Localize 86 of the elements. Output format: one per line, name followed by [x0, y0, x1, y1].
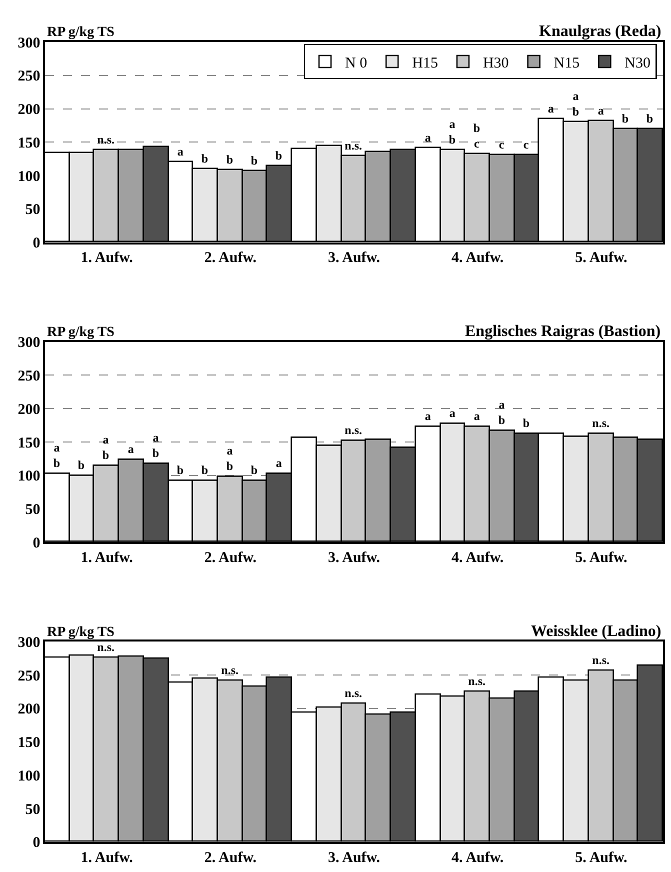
- x-tick-label: 5. Aufw.: [575, 550, 628, 566]
- y-tick-label: 0: [32, 236, 40, 252]
- data-label: a: [276, 456, 282, 470]
- data-label: a: [424, 130, 431, 144]
- data-label: b: [646, 111, 654, 126]
- y-tick-label: 50: [25, 502, 40, 518]
- data-label: a: [598, 103, 604, 118]
- x-tick-label: 2. Aufw.: [204, 250, 257, 266]
- data-label: a b: [498, 398, 506, 428]
- data-label: n.s.: [97, 132, 115, 146]
- data-label: n.s.: [468, 674, 486, 688]
- legend-label: N 0: [345, 55, 368, 72]
- x-tick-label: 3. Aufw.: [328, 250, 380, 266]
- y-tick-label: 0: [32, 535, 40, 552]
- x-tick-label: 4. Aufw.: [452, 850, 504, 866]
- y-tick-label: 250: [18, 68, 40, 85]
- y-axis-title: RP g/kg TS: [47, 325, 115, 340]
- y-tick-label: 150: [18, 735, 40, 752]
- data-label: n.s.: [592, 416, 610, 430]
- y-axis-title: RP g/kg TS: [47, 25, 115, 40]
- x-tick-label: 3. Aufw.: [328, 550, 380, 566]
- x-tick-label: 4. Aufw.: [452, 550, 504, 566]
- x-tick-label: 2. Aufw.: [204, 550, 257, 566]
- data-label: a: [177, 144, 184, 158]
- data-label: n.s.: [344, 423, 362, 438]
- data-label: b: [622, 111, 629, 126]
- y-tick-label: 0: [32, 835, 40, 852]
- y-tick-label: 50: [25, 802, 40, 818]
- data-label: c: [498, 137, 505, 152]
- legend-label: H30: [482, 55, 509, 72]
- y-tick-label: 300: [18, 335, 40, 352]
- chart-title: Weissklee (Ladino): [531, 623, 662, 640]
- x-tick-label: 1. Aufw.: [80, 550, 134, 566]
- data-label: a b: [448, 116, 456, 146]
- y-tick-label: 100: [18, 768, 40, 784]
- y-tick-label: 300: [18, 634, 40, 651]
- y-tick-label: 150: [18, 435, 40, 452]
- data-label: b: [250, 153, 258, 168]
- y-tick-label: 100: [18, 168, 40, 185]
- y-tick-label: 50: [25, 202, 40, 218]
- data-label: n.s.: [97, 640, 115, 654]
- data-label: b c: [473, 120, 480, 150]
- y-tick-label: 100: [18, 468, 40, 485]
- legend-label: H15: [412, 55, 438, 72]
- data-label: b: [226, 152, 234, 166]
- legend-label: N15: [554, 55, 580, 72]
- legend-label: N30: [624, 55, 650, 72]
- data-label: n.s.: [221, 663, 239, 678]
- y-tick-label: 250: [18, 368, 40, 384]
- x-tick-label: 5. Aufw.: [575, 250, 628, 266]
- x-tick-label: 1. Aufw.: [80, 850, 134, 866]
- y-tick-label: 300: [18, 35, 40, 52]
- data-label: b: [275, 148, 282, 162]
- y-tick-label: 200: [18, 702, 40, 718]
- data-label: a b: [572, 88, 580, 118]
- data-label: a: [548, 101, 554, 116]
- x-tick-label: 5. Aufw.: [575, 850, 628, 866]
- y-tick-label: 200: [18, 102, 40, 118]
- data-label: b: [250, 463, 258, 478]
- y-axis-title: RP g/kg TS: [47, 625, 115, 640]
- data-label: a: [474, 409, 480, 424]
- data-label: a b: [53, 440, 60, 470]
- data-label: a: [424, 409, 431, 424]
- data-label: b: [176, 463, 184, 478]
- y-tick-label: 250: [18, 668, 40, 684]
- x-tick-label: 3. Aufw.: [328, 850, 380, 866]
- data-label: a: [449, 406, 456, 420]
- data-label: n.s.: [592, 653, 610, 668]
- data-label: a b: [102, 432, 110, 462]
- data-label: b: [78, 458, 85, 472]
- data-label: a b: [226, 444, 234, 474]
- x-tick-label: 4. Aufw.: [452, 250, 504, 266]
- chart-title: Englisches Raigras (Bastion): [465, 323, 661, 340]
- chart-title: Knaulgras (Reda): [539, 23, 662, 40]
- data-label: c: [523, 137, 530, 152]
- y-tick-label: 150: [18, 135, 40, 152]
- data-label: b: [201, 463, 208, 478]
- data-label: b: [201, 151, 208, 166]
- data-label: n.s.: [344, 686, 362, 700]
- x-tick-label: 2. Aufw.: [204, 850, 257, 866]
- data-label: b: [522, 416, 530, 430]
- data-label: n.s.: [344, 138, 362, 152]
- x-tick-label: 1. Aufw.: [80, 250, 134, 266]
- y-tick-label: 200: [18, 402, 40, 418]
- data-label: a b: [152, 430, 160, 460]
- data-label: a: [128, 442, 134, 456]
